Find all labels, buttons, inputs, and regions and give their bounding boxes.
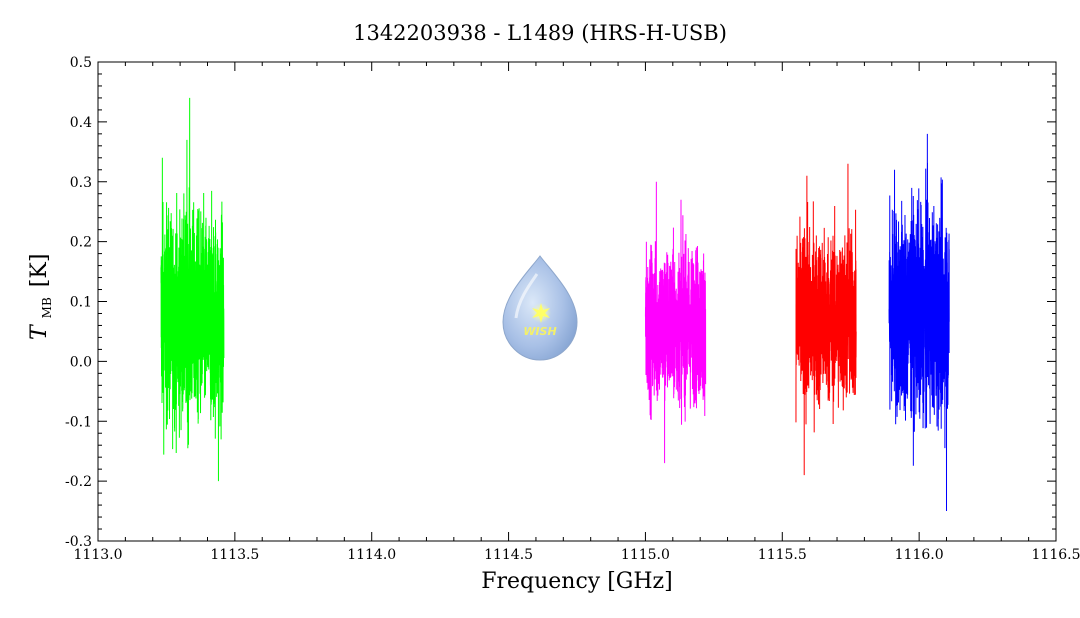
x-tick-label: 1113.0 bbox=[74, 547, 123, 563]
y-tick-label: -0.2 bbox=[65, 474, 92, 490]
spectrum-series-3 bbox=[795, 163, 857, 476]
spectrum-traces bbox=[160, 97, 950, 512]
y-tick-label: 0.5 bbox=[70, 55, 92, 71]
x-tick-label: 1114.0 bbox=[347, 547, 396, 563]
x-tick-label: 1114.5 bbox=[484, 547, 533, 563]
y-axis-ticks: -0.3 -0.2 -0.1 0.0 0.1 0.2 0.3 0.4 0.5 bbox=[65, 55, 1056, 550]
y-tick-label: -0.3 bbox=[65, 534, 92, 550]
chart-title: 1342203938 - L1489 (HRS-H-USB) bbox=[353, 21, 727, 45]
y-axis-subscript: MB bbox=[40, 297, 54, 318]
x-axis-ticks: 1113.0 1113.5 1114.0 1114.5 1115.0 1115.5 1116… bbox=[74, 62, 1080, 563]
spectrum-series-1 bbox=[160, 97, 225, 482]
x-tick-label: 1115.5 bbox=[758, 547, 807, 563]
y-tick-label: 0.2 bbox=[70, 235, 92, 251]
y-tick-label: 0.0 bbox=[70, 354, 92, 370]
spectrum-series-4 bbox=[888, 133, 950, 512]
star-icon bbox=[532, 303, 550, 323]
y-axis-unit: [K] bbox=[27, 254, 52, 288]
y-axis-label: T MB [K] bbox=[27, 254, 55, 340]
x-tick-label: 1116.5 bbox=[1032, 547, 1080, 563]
y-axis-symbol: T bbox=[27, 323, 52, 340]
y-tick-label: 0.3 bbox=[70, 175, 92, 191]
wish-logo: WISH bbox=[502, 255, 578, 361]
x-tick-label: 1116.0 bbox=[895, 547, 944, 563]
svg-text:T MB [K]: T MB [K] bbox=[27, 254, 55, 340]
wish-logo-text: WISH bbox=[523, 325, 556, 338]
spectrum-series-2 bbox=[644, 181, 707, 464]
x-axis-label: Frequency [GHz] bbox=[481, 569, 673, 594]
y-tick-label: 0.4 bbox=[70, 115, 92, 131]
x-tick-label: 1113.5 bbox=[210, 547, 259, 563]
y-tick-label: 0.1 bbox=[70, 295, 92, 311]
y-tick-label: -0.1 bbox=[65, 414, 92, 430]
x-tick-label: 1115.0 bbox=[621, 547, 670, 563]
